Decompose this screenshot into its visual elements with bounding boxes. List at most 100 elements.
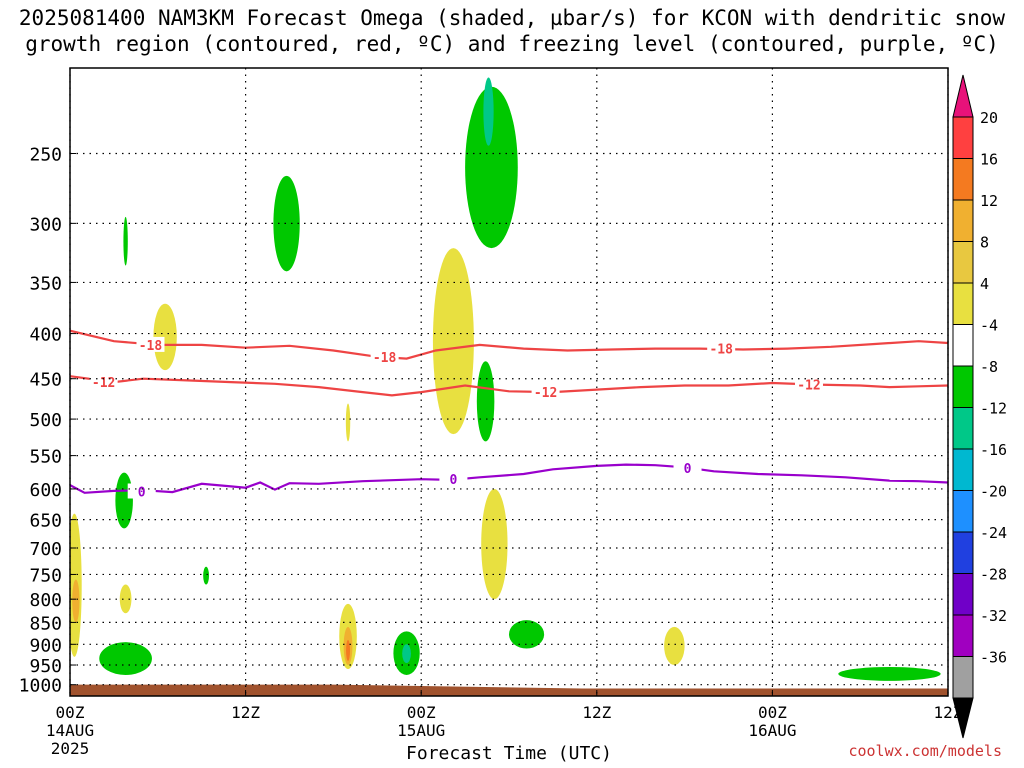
- colorbar-bottom-arrow: [952, 697, 974, 739]
- x-tick-date-0: 14AUG: [46, 721, 94, 740]
- omega-shaded-region-5: [481, 488, 508, 600]
- omega-shaded-region-8: [273, 175, 300, 272]
- colorbar-segment-10: [952, 531, 974, 574]
- colorbar-label-7: -12: [980, 400, 1007, 418]
- contour-label-2-1: 0: [449, 473, 457, 488]
- omega-shaded-region-11: [123, 216, 128, 266]
- contour-line-0: [70, 329, 948, 360]
- colorbar-segment-0: [952, 116, 974, 159]
- colorbar-label-2: 12: [980, 192, 998, 210]
- y-tick-label-650: 650: [29, 511, 62, 532]
- x-tick-label-0: 00Z: [56, 703, 85, 722]
- colorbar-label-12: -32: [980, 607, 1007, 625]
- contour-label-bg-2-1: [439, 471, 468, 487]
- omega-shaded-region-20: [72, 579, 80, 623]
- site-credit: coolwx.com/models: [848, 742, 1002, 760]
- colorbar-segment-11: [952, 573, 974, 616]
- colorbar-segment-7: [952, 407, 974, 450]
- colorbar-label-1: 16: [980, 151, 998, 169]
- y-tick-label-300: 300: [29, 214, 62, 235]
- y-tick-label-450: 450: [29, 370, 62, 391]
- omega-shaded-region-19: [402, 644, 411, 663]
- x-tick-date-48: 16AUG: [748, 721, 796, 740]
- colorbar-top-arrow: [952, 74, 974, 118]
- colorbar-segment-5: [952, 324, 974, 367]
- y-tick-label-900: 900: [29, 635, 62, 656]
- contour-label-bg-2-2: [673, 459, 702, 475]
- contour-line-1: [70, 375, 948, 397]
- contour-label-1-1: -12: [534, 386, 557, 401]
- y-tick-label-750: 750: [29, 565, 62, 586]
- colorbar-label-10: -24: [980, 524, 1007, 542]
- omega-shaded-region-16: [509, 620, 545, 649]
- contour-label-bg-2-0: [127, 483, 156, 499]
- contour-line-2: [70, 463, 948, 494]
- colorbar-segment-12: [952, 614, 974, 657]
- contour-label-0-2: -18: [709, 343, 733, 358]
- omega-shaded-region-12: [115, 472, 133, 529]
- x-axis-label: Forecast Time (UTC): [406, 743, 612, 764]
- omega-shaded-region-6: [664, 626, 685, 666]
- y-tick-label-600: 600: [29, 480, 62, 501]
- contour-label-bg-1-1: [531, 384, 560, 400]
- y-tick-label-550: 550: [29, 447, 62, 468]
- plot-frame: [69, 67, 949, 697]
- colorbar-label-8: -16: [980, 441, 1007, 459]
- colorbar-segment-2: [952, 199, 974, 242]
- contour-label-1-2: -12: [797, 379, 820, 394]
- colorbar-segment-1: [952, 158, 974, 201]
- chart-title-line-1: 2025081400 NAM3KM Forecast Omega (shaded…: [18, 6, 1006, 30]
- contour-label-bg-0-1: [370, 348, 399, 364]
- omega-shaded-region-10: [476, 361, 495, 442]
- x-tick-date-24: 15AUG: [397, 721, 445, 740]
- omega-shaded-region-14: [99, 642, 152, 675]
- y-tick-label-950: 950: [29, 656, 62, 677]
- x-tick-label-12: 12Z: [231, 703, 260, 722]
- y-tick-label-250: 250: [29, 144, 62, 165]
- omega-shaded-region-17: [838, 667, 941, 681]
- contour-label-bg-0-0: [136, 336, 165, 352]
- omega-shaded-region-9: [465, 86, 518, 249]
- colorbar-label-3: 8: [980, 234, 989, 252]
- colorbar-label-0: 20: [980, 109, 998, 127]
- colorbar-segment-6: [952, 365, 974, 408]
- y-tick-label-700: 700: [29, 539, 62, 560]
- x-tick-year-0: 2025: [51, 739, 90, 758]
- y-tick-label-500: 500: [29, 410, 62, 431]
- y-tick-label-400: 400: [29, 325, 62, 346]
- omega-shaded-region-18: [483, 77, 494, 146]
- x-tick-label-36: 12Z: [582, 703, 611, 722]
- colorbar-segment-13: [952, 656, 974, 699]
- colorbar-label-4: 4: [980, 275, 989, 293]
- contour-label-0-0: -18: [139, 339, 163, 354]
- omega-shaded-region-13: [203, 566, 210, 585]
- omega-shaded-region-2: [119, 584, 132, 614]
- contour-label-2-2: 0: [684, 462, 692, 477]
- y-tick-label-1000: 1000: [19, 676, 62, 697]
- plot-area: -18 -18 -18 -12 -12 -12 0 0 0: [70, 77, 948, 696]
- omega-shaded-region-7: [345, 403, 351, 442]
- colorbar-label-11: -28: [980, 566, 1007, 584]
- colorbar-segment-3: [952, 241, 974, 284]
- y-tick-label-350: 350: [29, 273, 62, 294]
- x-tick-label-24: 00Z: [407, 703, 436, 722]
- colorbar-label-6: -8: [980, 358, 998, 376]
- contour-label-2-0: 0: [138, 485, 146, 500]
- contour-label-1-0: -12: [92, 376, 115, 391]
- terrain-fill: [70, 684, 948, 696]
- y-tick-label-800: 800: [29, 590, 62, 611]
- contour-label-0-1: -18: [373, 351, 397, 366]
- contour-label-bg-1-2: [794, 376, 823, 392]
- omega-shaded-region-22: [346, 640, 351, 661]
- omega-shaded-region-4: [432, 248, 474, 435]
- colorbar-label-9: -20: [980, 483, 1007, 501]
- colorbar-segment-8: [952, 448, 974, 491]
- colorbar-segment-4: [952, 282, 974, 325]
- chart-title-line-2: growth region (contoured, red, ºC) and f…: [25, 32, 999, 56]
- colorbar-label-5: -4: [980, 317, 998, 335]
- y-tick-label-850: 850: [29, 613, 62, 634]
- omega-shaded-region-0: [153, 303, 177, 371]
- x-tick-label-48: 00Z: [758, 703, 787, 722]
- colorbar-segment-9: [952, 490, 974, 533]
